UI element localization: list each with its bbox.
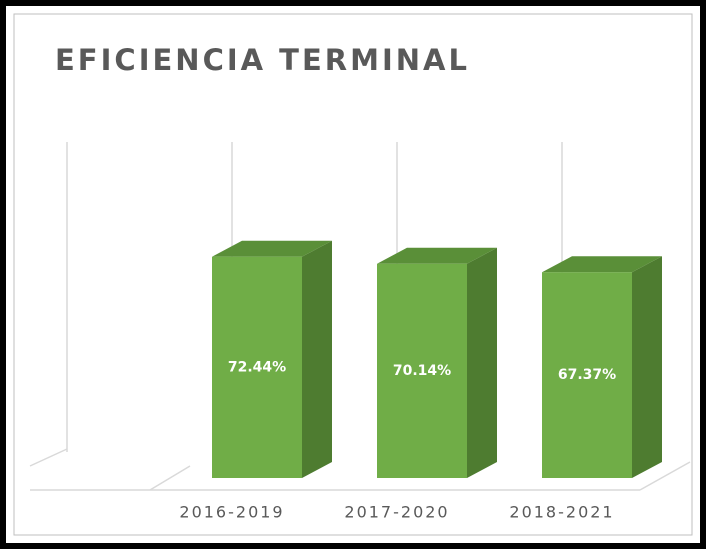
bar-side [302,240,332,478]
x-tick-label: 2017-2020 [344,503,449,522]
chart-title: EFICIENCIA TERMINAL [55,43,470,77]
data-label: 72.44% [228,359,286,375]
bar [377,263,467,478]
inner-frame [13,13,693,536]
bar-side [632,256,662,478]
bar-top [212,240,332,257]
bar-side [467,247,497,478]
data-label: 70.14% [393,363,451,379]
bar-top [377,247,497,264]
x-tick-label: 2016-2019 [179,503,284,522]
data-label: 67.37% [558,367,616,383]
bar [542,272,632,478]
bar-top [542,256,662,273]
floor [29,448,691,491]
x-tick-label: 2018-2021 [509,503,614,522]
bar [212,256,302,478]
